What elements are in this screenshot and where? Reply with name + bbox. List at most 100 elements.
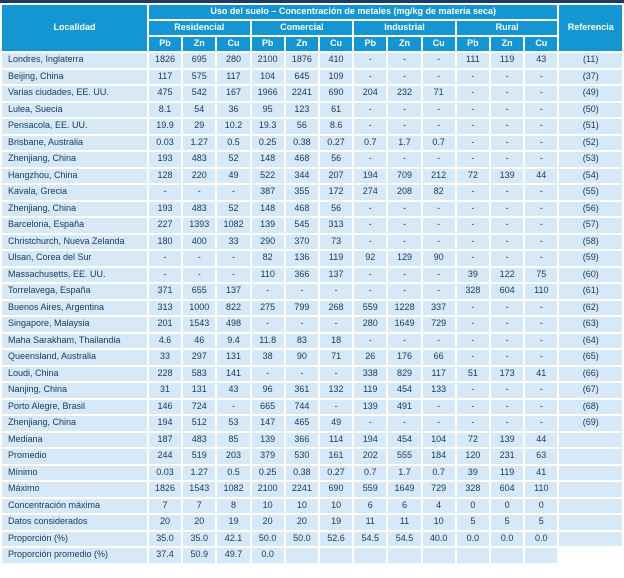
value-cell: - — [525, 416, 558, 431]
value-cell: 19 — [217, 515, 250, 530]
value-cell: 63 — [525, 449, 558, 464]
value-cell: - — [525, 300, 558, 315]
value-cell: 201 — [148, 317, 182, 332]
value-cell: 665 — [251, 399, 284, 414]
value-cell: - — [354, 69, 387, 84]
value-cell: 6 — [354, 498, 387, 513]
value-cell: - — [525, 218, 558, 233]
value-cell: 39 — [456, 267, 489, 282]
value-cell: 20 — [148, 515, 182, 530]
value-cell: 11 — [388, 515, 421, 530]
value-cell: - — [422, 119, 455, 134]
value-cell — [388, 548, 421, 563]
metal-header-rural-cu: Cu — [525, 37, 558, 51]
value-cell: 19.9 — [148, 119, 182, 134]
value-cell: 95 — [251, 102, 284, 117]
value-cell: 232 — [388, 86, 421, 101]
value-cell: - — [525, 251, 558, 266]
value-cell: 56 — [319, 201, 353, 216]
value-cell: - — [456, 135, 489, 150]
value-cell: - — [525, 135, 558, 150]
locality-cell: Nanjing, China — [2, 383, 147, 398]
value-cell: 54 — [183, 102, 216, 117]
value-cell: - — [388, 218, 421, 233]
metal-header-residencial-pb: Pb — [148, 37, 182, 51]
value-cell: 129 — [388, 251, 421, 266]
value-cell: 193 — [148, 152, 182, 167]
value-cell: 280 — [354, 317, 387, 332]
value-cell: 0 — [525, 498, 558, 513]
value-cell: - — [422, 284, 455, 299]
header-row-land-use-groups: Residencial Comercial Industrial Rural — [2, 21, 622, 35]
value-cell: 173 — [490, 366, 524, 381]
value-cell: 361 — [285, 383, 318, 398]
reference-cell: (37) — [559, 69, 622, 84]
value-cell: 6 — [388, 498, 421, 513]
value-cell: 559 — [354, 482, 387, 497]
value-cell: 111 — [456, 53, 489, 68]
value-cell: 1393 — [183, 218, 216, 233]
value-cell: 147 — [251, 416, 284, 431]
value-cell: 0.03 — [148, 135, 182, 150]
value-cell: 1.7 — [388, 135, 421, 150]
value-cell: 66 — [422, 350, 455, 365]
reference-cell — [559, 432, 622, 447]
value-cell: - — [490, 135, 524, 150]
value-cell: 131 — [183, 383, 216, 398]
value-cell: - — [388, 267, 421, 282]
value-cell: - — [422, 69, 455, 84]
value-cell: 104 — [422, 432, 455, 447]
value-cell: 49 — [217, 168, 250, 183]
value-cell: - — [490, 333, 524, 348]
value-cell: 139 — [490, 168, 524, 183]
value-cell: - — [490, 416, 524, 431]
value-cell: 54.5 — [388, 531, 421, 546]
table-row: Singapore, Malaysia 201 1543 498- - -280 1649 7… — [2, 317, 622, 332]
value-cell: 0.25 — [251, 465, 284, 480]
value-cell: 729 — [422, 317, 455, 332]
value-cell: - — [525, 383, 558, 398]
value-cell: 227 — [148, 218, 182, 233]
value-cell: 338 — [354, 366, 387, 381]
value-cell: 1082 — [217, 482, 250, 497]
locality-cell: Queensland, Australia — [2, 350, 147, 365]
value-cell: - — [490, 185, 524, 200]
value-cell: - — [354, 218, 387, 233]
table-row: Maha Sarakham, Thailandia 4.6 46 9.4 11.8 83 1… — [2, 333, 622, 348]
value-cell: 1876 — [285, 53, 318, 68]
table-body: Londres, Inglaterra 1826 695 280 2100 1876 410… — [2, 53, 622, 563]
value-cell: 41 — [525, 465, 558, 480]
value-cell: - — [354, 152, 387, 167]
locality-cell: Kavala, Grecia — [2, 185, 147, 200]
table-row: Queensland, Australia 33 297 131 38 90 71 26 176… — [2, 350, 622, 365]
value-cell — [319, 548, 353, 563]
locality-cell: Maha Sarakham, Thailandia — [2, 333, 147, 348]
value-cell: 132 — [319, 383, 353, 398]
value-cell: - — [490, 350, 524, 365]
value-cell: 231 — [490, 449, 524, 464]
locality-cell: Ulsan, Corea del Sur — [2, 251, 147, 266]
locality-cell: Lulea, Suecia — [2, 102, 147, 117]
value-cell: 744 — [285, 399, 318, 414]
group-header-comercial: Comercial — [251, 21, 353, 35]
value-cell: 483 — [183, 201, 216, 216]
value-cell: - — [183, 251, 216, 266]
table-row: Proporción (%) 35.0 35.0 42.1 50.0 50.0 52.6 54… — [2, 531, 622, 546]
metal-header-rural-zn: Zn — [490, 37, 524, 51]
locality-cell: Mínimo — [2, 465, 147, 480]
value-cell: - — [285, 366, 318, 381]
value-cell: 344 — [285, 168, 318, 183]
value-cell: - — [422, 333, 455, 348]
locality-cell: Loudi, China — [2, 366, 147, 381]
value-cell: 133 — [422, 383, 455, 398]
value-cell: 119 — [319, 251, 353, 266]
value-cell: 2100 — [251, 482, 284, 497]
table-row: Nanjing, China 31 131 43 96 361 132 119 454 133- -… — [2, 383, 622, 398]
reference-cell — [559, 449, 622, 464]
value-cell: 0.7 — [354, 465, 387, 480]
value-cell: - — [456, 383, 489, 398]
value-cell: 604 — [490, 284, 524, 299]
header-row-title: Localidad Uso del suelo – Concentración … — [2, 5, 622, 51]
value-cell: 2100 — [251, 53, 284, 68]
value-cell: 212 — [422, 168, 455, 183]
